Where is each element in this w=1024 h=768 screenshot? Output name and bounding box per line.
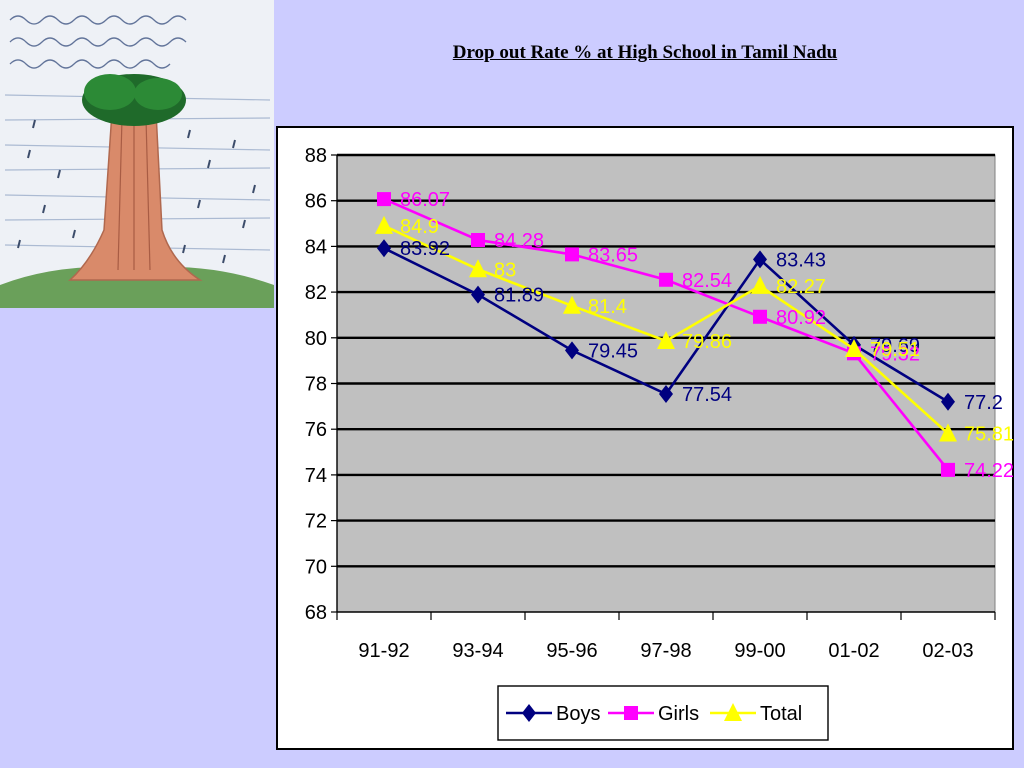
y-tick-label: 82 [305,282,327,304]
y-tick-label: 88 [305,145,327,167]
legend-label: Girls [658,703,699,725]
point-marker [471,233,485,248]
legend-item-total: Total [710,703,802,725]
data-label: 83.43 [776,249,826,271]
legend-item-boys: Boys [506,703,600,725]
point-marker [659,385,673,404]
x-tick-label: 02-03 [922,640,973,662]
point-marker [471,285,485,304]
point-marker [375,215,393,234]
data-label: 79.51 [870,339,920,361]
point-marker [941,392,955,411]
legend: Boys Girls Total [497,685,829,741]
x-tick-label: 97-98 [640,640,691,662]
data-label: 77.54 [682,384,732,406]
axes: 68 70 72 74 76 78 80 82 84 86 88 91-92 93-94 95-96 97-… [305,145,996,662]
data-label: 84.28 [494,230,544,252]
point-marker [657,330,675,349]
y-tick-label: 74 [305,465,327,487]
point-marker [753,309,767,324]
y-tick-label: 76 [305,419,327,441]
series-lines [375,192,957,477]
data-label: 82.27 [776,276,826,298]
data-label: 79.69 [870,335,920,357]
x-tick-label: 91-92 [358,640,409,662]
point-marker [751,275,769,294]
point-marker [659,272,673,287]
point-marker [845,338,863,357]
data-label: 84.9 [400,216,439,238]
data-label: 83.92 [400,238,450,260]
tree-rain-drawing-image [0,0,274,308]
y-tick-label: 72 [305,511,327,533]
x-tick-label: 01-02 [828,640,879,662]
data-label: 77.2 [964,392,1003,414]
x-tick-label: 99-00 [734,640,785,662]
data-label: 81.4 [588,296,627,318]
data-label: 82.54 [682,270,732,292]
legend-label: Boys [556,703,600,725]
y-tick-label: 80 [305,328,327,350]
point-marker [565,341,579,360]
point-marker [377,192,391,207]
data-label: 83 [494,259,516,281]
legend-item-girls: Girls [608,703,699,725]
data-label: 86.07 [400,189,450,211]
point-marker [939,423,957,442]
data-label: 80.92 [776,307,826,329]
point-marker [522,704,536,722]
y-tick-label: 78 [305,374,327,396]
data-label: 75.81 [964,424,1014,446]
point-marker [469,259,487,278]
legend-box [497,685,829,741]
data-label: 79.86 [682,331,732,353]
series-total [375,215,957,442]
gridlines [337,153,995,568]
point-marker [377,239,391,258]
data-label: 79.32 [870,343,920,365]
data-label: 81.89 [494,285,544,307]
slide-title: Drop out Rate % at High School in Tamil … [452,42,838,63]
x-tick-label: 93-94 [452,640,503,662]
data-label: 83.65 [588,244,638,266]
point-marker [724,703,742,721]
y-tick-label: 70 [305,556,327,578]
chart-frame: 68 70 72 74 76 78 80 82 84 86 88 91-92 93-94 95-96 97-… [276,126,1014,750]
point-marker [624,706,638,720]
series-girls [377,192,955,477]
point-marker [941,462,955,477]
data-label: 79.45 [588,340,638,362]
x-tick-label: 95-96 [546,640,597,662]
y-tick-label: 68 [305,602,327,624]
point-marker [565,247,579,262]
data-labels: 83.92 81.89 79.45 77.54 83.43 79.69 77.2 86.07 8… [400,189,1014,482]
y-tick-label: 84 [305,236,327,258]
point-marker [753,250,767,269]
legend-label: Total [760,703,802,725]
y-tick-label: 86 [305,191,327,213]
data-label: 74.22 [964,460,1014,482]
point-marker [563,295,581,314]
